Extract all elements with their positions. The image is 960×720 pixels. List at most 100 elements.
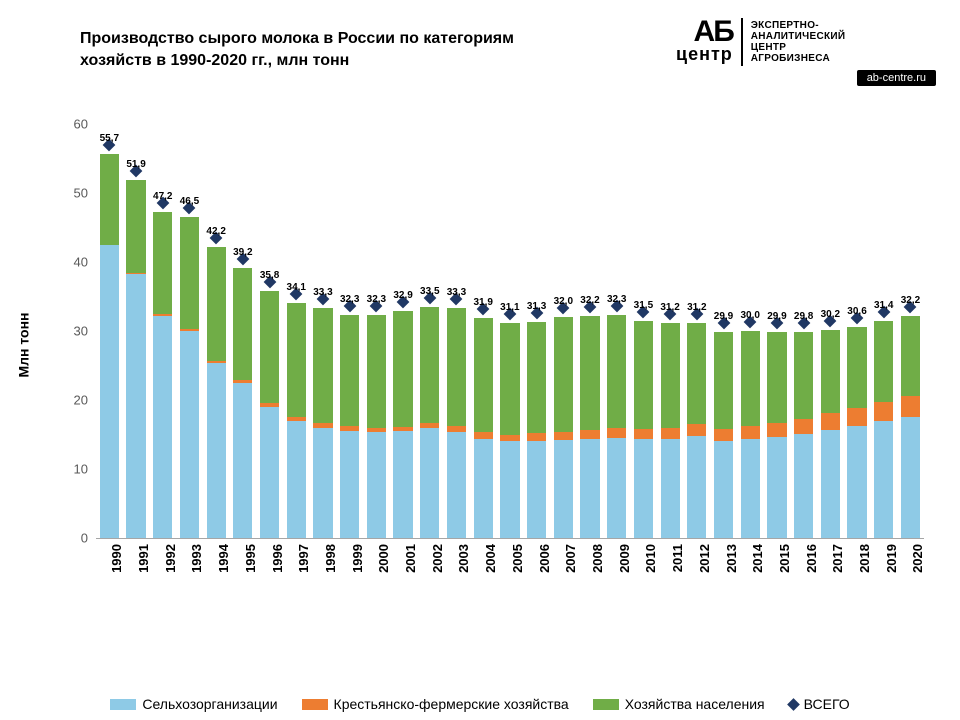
bar-segment	[794, 419, 813, 434]
bar-segment	[340, 431, 359, 538]
total-label: 30,0	[740, 310, 759, 321]
bar-segment	[554, 317, 573, 432]
total-label: 46,5	[180, 196, 199, 207]
bar-column: 29,82016	[790, 124, 817, 538]
bar-segment	[741, 331, 760, 426]
x-tick-label: 2007	[563, 544, 578, 573]
total-label: 33,3	[313, 287, 332, 298]
total-label: 32,3	[340, 294, 359, 305]
bar-segment	[180, 331, 199, 538]
bar-segment	[821, 430, 840, 538]
bar-segment	[126, 180, 145, 273]
bar-segment	[180, 217, 199, 329]
bar-segment	[634, 321, 653, 429]
bar-column: 31,12005	[497, 124, 524, 538]
y-tick-label: 30	[62, 324, 88, 339]
bar-column: 35,81996	[256, 124, 283, 538]
bar-segment	[634, 439, 653, 538]
bar-segment	[340, 315, 359, 426]
bar-segment	[847, 408, 866, 426]
bar-segment	[874, 421, 893, 538]
bar-segment	[500, 441, 519, 538]
total-label: 31,4	[874, 300, 893, 311]
x-tick-label: 2010	[643, 544, 658, 573]
x-tick-label: 2012	[697, 544, 712, 573]
bar-segment	[527, 322, 546, 433]
bar-segment	[393, 431, 412, 538]
bar-segment	[313, 308, 332, 423]
legend-label: Крестьянско-фермерские хозяйства	[334, 696, 569, 712]
legend-diamond-icon	[787, 698, 800, 711]
bar-segment	[794, 332, 813, 418]
total-label: 55,7	[100, 133, 119, 144]
bar-column: 31,92004	[470, 124, 497, 538]
total-label: 29,8	[794, 311, 813, 322]
bar-segment	[874, 321, 893, 402]
bar-segment	[661, 323, 680, 429]
bar-segment	[901, 417, 920, 538]
x-tick-label: 2009	[617, 544, 632, 573]
x-tick-label: 2001	[403, 544, 418, 573]
bar-segment	[687, 436, 706, 538]
x-tick-label: 1991	[136, 544, 151, 573]
bar-segment	[207, 363, 226, 538]
bar-segment	[634, 429, 653, 439]
bar-segment	[874, 402, 893, 421]
bar-column: 30,62018	[844, 124, 871, 538]
bar-segment	[153, 316, 172, 538]
bar-column: 32,92001	[390, 124, 417, 538]
y-tick-label: 20	[62, 393, 88, 408]
legend-label: ВСЕГО	[804, 696, 850, 712]
bar-segment	[714, 441, 733, 538]
x-tick-label: 2013	[724, 544, 739, 573]
bar-segment	[207, 247, 226, 361]
bar-segment	[447, 308, 466, 425]
total-label: 31,3	[527, 301, 546, 312]
bar-column: 31,42019	[870, 124, 897, 538]
bar-column: 31,52010	[630, 124, 657, 538]
logo-center-text: центр	[676, 44, 733, 65]
total-label: 33,3	[447, 287, 466, 298]
bar-segment	[126, 274, 145, 538]
logo-separator	[741, 18, 743, 66]
x-tick-label: 2014	[750, 544, 765, 573]
bar-segment	[901, 396, 920, 417]
bar-segment	[474, 318, 493, 433]
bar-segment	[714, 332, 733, 429]
bar-segment	[741, 426, 760, 439]
x-tick-label: 1999	[350, 544, 365, 573]
x-tick-label: 1992	[163, 544, 178, 573]
x-tick-label: 1996	[270, 544, 285, 573]
total-label: 34,1	[287, 282, 306, 293]
total-label: 39,2	[233, 247, 252, 258]
total-label: 31,5	[634, 300, 653, 311]
x-tick-label: 2016	[804, 544, 819, 573]
total-label: 30,6	[847, 306, 866, 317]
logo-url-badge: ab-centre.ru	[857, 70, 936, 86]
y-tick-label: 50	[62, 186, 88, 201]
total-label: 42,2	[206, 226, 225, 237]
x-tick-label: 2018	[857, 544, 872, 573]
total-label: 30,2	[821, 309, 840, 320]
total-label: 32,3	[367, 294, 386, 305]
bar-segment	[821, 413, 840, 430]
x-tick-label: 1998	[323, 544, 338, 573]
x-tick-label: 2004	[483, 544, 498, 573]
x-tick-label: 2003	[456, 544, 471, 573]
total-label: 31,1	[500, 302, 519, 313]
bar-column: 31,22011	[657, 124, 684, 538]
logo-ab-text: АБ	[676, 19, 733, 45]
total-label: 31,2	[687, 302, 706, 313]
x-tick-label: 1995	[243, 544, 258, 573]
bar-segment	[233, 383, 252, 538]
total-label: 31,2	[660, 302, 679, 313]
bar-segment	[474, 439, 493, 538]
bar-segment	[661, 428, 680, 438]
bar-segment	[367, 432, 386, 538]
bar-segment	[901, 316, 920, 396]
total-label: 47,2	[153, 191, 172, 202]
bar-segment	[767, 437, 786, 538]
bar-segment	[447, 432, 466, 538]
x-tick-label: 1997	[296, 544, 311, 573]
bar-segment	[393, 311, 412, 427]
